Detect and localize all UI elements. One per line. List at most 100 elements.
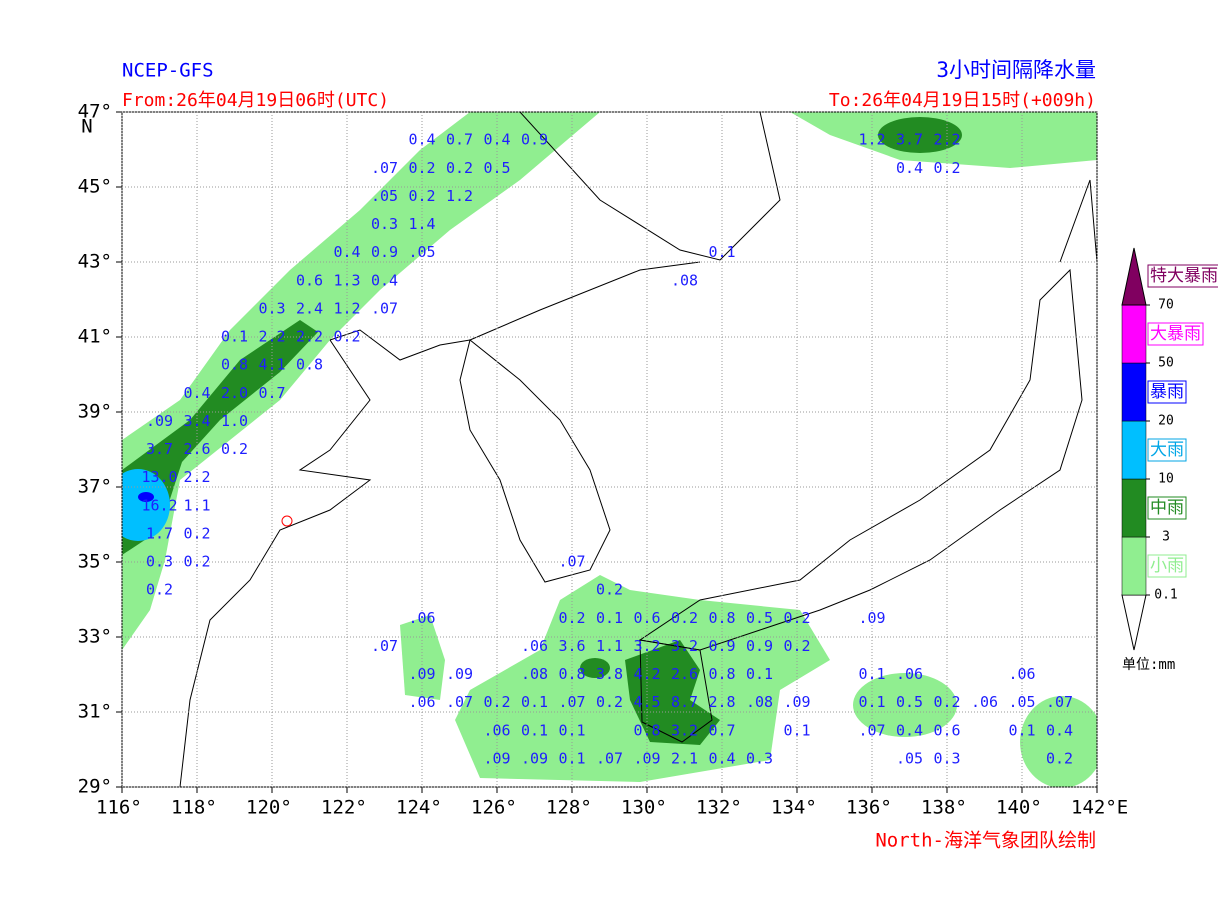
precip-value: 0.4 bbox=[896, 721, 923, 739]
colorbar-label: 3 bbox=[1162, 530, 1170, 545]
precip-value: 0.1 bbox=[521, 693, 548, 711]
precip-value: 0.7 bbox=[708, 721, 735, 739]
y-tick-label: 45° bbox=[78, 176, 112, 198]
x-tick-label: 140° bbox=[996, 797, 1042, 819]
precip-value: 0.7 bbox=[258, 384, 285, 402]
precip-value: 0.8 bbox=[296, 356, 323, 374]
precip-value: 0.2 bbox=[596, 693, 623, 711]
x-tick-label: 116° bbox=[96, 797, 142, 819]
precip-value: 0.1 bbox=[558, 749, 585, 767]
precip-value: 0.1 bbox=[858, 665, 885, 683]
precip-value: 0.6 bbox=[633, 609, 660, 627]
precip-value: .08 bbox=[746, 693, 773, 711]
precip-value: 0.1 bbox=[783, 721, 810, 739]
precip-moderate bbox=[122, 320, 318, 555]
precip-value: 2.1 bbox=[671, 749, 698, 767]
x-tick-label: 134° bbox=[771, 797, 817, 819]
precip-value: .06 bbox=[408, 693, 435, 711]
y-tick-label: 33° bbox=[78, 626, 112, 648]
colorbar-segment bbox=[1121, 304, 1147, 364]
precip-value: .09 bbox=[146, 412, 173, 430]
precip-value: .06 bbox=[896, 665, 923, 683]
y-tick-label: 29° bbox=[78, 776, 112, 798]
legend-category: 暴雨 bbox=[1150, 382, 1184, 402]
precip-value: .07 bbox=[558, 553, 585, 571]
city-marker bbox=[281, 515, 293, 527]
colorbar-segment bbox=[1121, 420, 1147, 480]
precip-value: 0.2 bbox=[596, 581, 623, 599]
legend-category-box bbox=[1147, 380, 1187, 404]
precip-value: .05 bbox=[371, 187, 398, 205]
precip-light bbox=[122, 112, 600, 650]
map-title: 3小时间隔降水量 bbox=[936, 58, 1096, 82]
precip-value: 2.2 bbox=[258, 328, 285, 346]
precip-value: 2.0 bbox=[221, 384, 248, 402]
precip-value: .06 bbox=[521, 637, 548, 655]
y-tick-label: 43° bbox=[78, 251, 112, 273]
colorbar-segment bbox=[1121, 536, 1147, 596]
precip-value: 0.2 bbox=[408, 187, 435, 205]
precip-value: 0.2 bbox=[933, 693, 960, 711]
precip-value: .09 bbox=[521, 749, 548, 767]
precip-value: 0.8 bbox=[633, 721, 660, 739]
precip-value: 0.2 bbox=[333, 328, 360, 346]
precip-value: 0.3 bbox=[371, 215, 398, 233]
precip-value: 0.2 bbox=[1046, 749, 1073, 767]
precip-value: 0.2 bbox=[408, 159, 435, 177]
precip-value: 2.8 bbox=[708, 693, 735, 711]
precip-value: 8.7 bbox=[671, 693, 698, 711]
legend-category-box bbox=[1147, 322, 1204, 346]
precip-value: 0.2 bbox=[933, 159, 960, 177]
precip-value: 0.9 bbox=[371, 243, 398, 261]
precip-value: 0.3 bbox=[933, 749, 960, 767]
precip-value: 0.4 bbox=[408, 131, 435, 149]
precip-value: 0.9 bbox=[521, 131, 548, 149]
precip-value: 0.2 bbox=[558, 609, 585, 627]
precip-value: 3.7 bbox=[896, 131, 923, 149]
coastline bbox=[639, 639, 713, 743]
precip-value: 1.2 bbox=[858, 131, 885, 149]
precip-value: .06 bbox=[971, 693, 998, 711]
precip-value: 0.3 bbox=[258, 299, 285, 317]
colorbar-extend-high bbox=[1121, 247, 1147, 306]
precip-value: .07 bbox=[371, 159, 398, 177]
precip-value: 0.8 bbox=[708, 609, 735, 627]
x-tick-label: 120° bbox=[246, 797, 292, 819]
x-tick-label: 132° bbox=[696, 797, 742, 819]
precip-value: 0.2 bbox=[221, 440, 248, 458]
precip-value: 0.1 bbox=[708, 243, 735, 261]
precip-value: 0.5 bbox=[746, 609, 773, 627]
legend-category-box bbox=[1147, 554, 1187, 578]
precip-value: .07 bbox=[858, 721, 885, 739]
precip-value: 2.2 bbox=[296, 328, 323, 346]
precip-value: 0.4 bbox=[183, 384, 210, 402]
precip-value: .07 bbox=[446, 693, 473, 711]
precip-value: 0.8 bbox=[221, 356, 248, 374]
x-tick-label: 130° bbox=[621, 797, 667, 819]
precip-value: 1.2 bbox=[333, 299, 360, 317]
precip-value: 0.4 bbox=[1046, 721, 1073, 739]
legend-category: 大雨 bbox=[1150, 440, 1184, 460]
coastline bbox=[179, 339, 372, 787]
precip-value: 3.2 bbox=[671, 721, 698, 739]
x-tick-label: 118° bbox=[171, 797, 217, 819]
precip-value: .05 bbox=[408, 243, 435, 261]
precip-value: .07 bbox=[1046, 693, 1073, 711]
precip-value: .09 bbox=[858, 609, 885, 627]
precip-value: 2.6 bbox=[183, 440, 210, 458]
precip-value: 16.2 bbox=[141, 496, 177, 514]
precip-value: .07 bbox=[371, 299, 398, 317]
x-tick-label: 142°E bbox=[1071, 797, 1128, 819]
legend-category-box bbox=[1147, 438, 1187, 462]
precip-moderate bbox=[580, 658, 610, 678]
precip-value: 0.6 bbox=[933, 721, 960, 739]
precip-layer bbox=[122, 112, 1097, 787]
precip-value: 13.0 bbox=[141, 468, 177, 486]
legend-category-box bbox=[1147, 264, 1218, 288]
grid-labels: 0.4 0.7 0.4 0.9 1.2 3.7 2.2 .07 0.2 0.2 0.5 0.4 0.2.… bbox=[141, 131, 1073, 768]
precip-value: 0.3 bbox=[746, 749, 773, 767]
precip-value: 0.9 bbox=[708, 637, 735, 655]
y-tick-label: 35° bbox=[78, 551, 112, 573]
precip-value: 0.2 bbox=[783, 609, 810, 627]
